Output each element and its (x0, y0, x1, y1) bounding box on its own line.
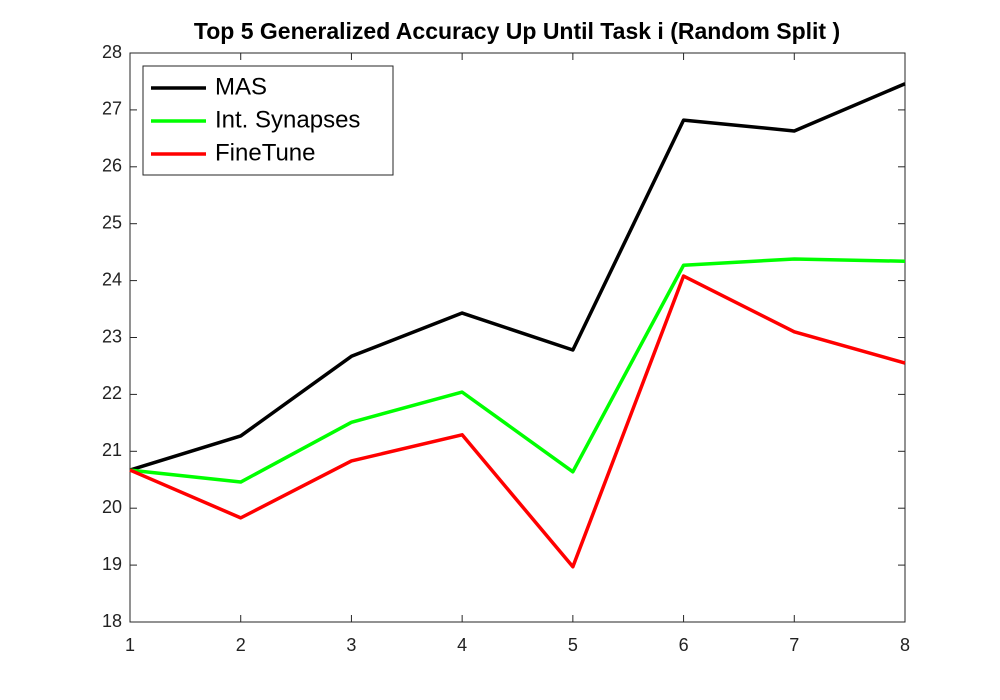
y-tick-label: 24 (102, 269, 122, 289)
x-tick-label: 1 (125, 635, 135, 655)
y-tick-label: 21 (102, 440, 122, 460)
x-tick-label: 4 (457, 635, 467, 655)
y-tick-label: 20 (102, 497, 122, 517)
y-tick-label: 28 (102, 42, 122, 62)
x-tick-label: 2 (236, 635, 246, 655)
y-tick-label: 26 (102, 156, 122, 176)
legend-label: FineTune (215, 139, 316, 166)
x-tick-label: 6 (679, 635, 689, 655)
legend-label: Int. Synapses (215, 106, 360, 133)
x-tick-label: 7 (789, 635, 799, 655)
line-series (129, 82, 906, 472)
y-tick-label: 22 (102, 383, 122, 403)
legend-label: MAS (215, 73, 267, 100)
y-tick-label: 25 (102, 212, 122, 232)
chart-title: Top 5 Generalized Accuracy Up Until Task… (194, 18, 840, 44)
x-tick-label: 5 (568, 635, 578, 655)
y-tick-label: 19 (102, 554, 122, 574)
line-series (129, 274, 906, 569)
y-tick-label: 23 (102, 326, 122, 346)
y-tick-label: 27 (102, 99, 122, 119)
y-tick-label: 18 (102, 611, 122, 631)
x-tick-label: 8 (900, 635, 910, 655)
x-tick-label: 3 (346, 635, 356, 655)
line-series (129, 257, 906, 484)
